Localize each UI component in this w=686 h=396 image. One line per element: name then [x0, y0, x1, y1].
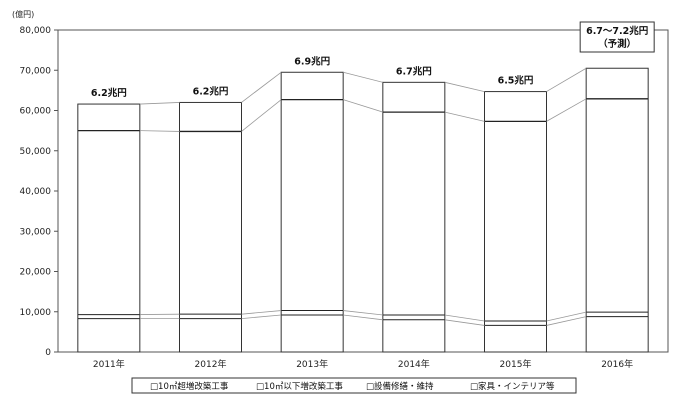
- connector-line: [343, 99, 383, 113]
- x-tick-label: 2011年: [93, 358, 125, 370]
- connector-line: [546, 98, 587, 122]
- x-tick-label: 2014年: [398, 358, 430, 370]
- y-unit-label: (億円): [12, 9, 34, 19]
- connector-line: [444, 314, 485, 322]
- data-labels: 6.2兆円 6.2兆円 6.9兆円 6.7兆円 6.5兆円: [91, 55, 534, 99]
- legend-item-label: □10㎡超増改築工事: [150, 381, 229, 392]
- connector-line: [241, 314, 282, 319]
- bar-outline: [280, 71, 344, 353]
- y-tick-label: 80,000: [20, 26, 52, 36]
- x-tick-label: 2016年: [601, 358, 633, 370]
- bar-outline: [179, 101, 242, 353]
- forecast-annotation: 6.7～7.2兆円 （予測）: [579, 21, 655, 53]
- x-tick-label: 2013年: [296, 358, 328, 370]
- connector-line: [444, 319, 485, 326]
- connector-lines: [139, 67, 587, 326]
- connector-line: [444, 81, 485, 92]
- connector-line: [343, 71, 383, 83]
- x-tick-label: 2012年: [195, 358, 227, 370]
- connector-line: [444, 111, 485, 122]
- x-tick-label: 2015年: [500, 358, 532, 370]
- y-tick-label: 30,000: [20, 227, 52, 237]
- connector-line: [546, 316, 587, 326]
- connector-line: [241, 71, 282, 103]
- connector-line: [139, 130, 180, 132]
- connector-line: [546, 67, 587, 92]
- connector-line: [241, 310, 282, 315]
- connector-line: [546, 311, 587, 322]
- bar-outline: [382, 81, 446, 353]
- y-tick-label: 10,000: [20, 308, 52, 318]
- forecast-annotation-line1: 6.7～7.2兆円: [586, 25, 648, 37]
- y-tick-label: 60,000: [20, 107, 52, 117]
- y-tick-label: 70,000: [20, 66, 52, 76]
- bars: [77, 67, 649, 353]
- bar-outline: [484, 91, 547, 353]
- bar-outline: [585, 67, 649, 353]
- legend: □10㎡超増改築工事 □10㎡以下増改築工事 □設備修繕・維持 □家具・インテリア等: [131, 377, 577, 394]
- bar-outline: [77, 103, 141, 353]
- bar-total-label: 6.2兆円: [193, 85, 229, 97]
- forecast-annotation-box: [579, 21, 655, 53]
- axes: 0 10,000 20,000 30,000 40,000 50,000 60,000 70,…: [20, 26, 669, 370]
- y-tick-label: 0: [45, 348, 51, 358]
- bar-total-label: 6.7兆円: [396, 65, 432, 77]
- legend-item-label: □家具・インテリア等: [470, 381, 555, 392]
- y-tick-label: 50,000: [20, 147, 52, 157]
- connector-line: [139, 102, 180, 105]
- legend-item-label: □設備修繕・維持: [366, 381, 434, 392]
- connector-line: [343, 314, 383, 321]
- bar-total-label: 6.9兆円: [294, 55, 330, 67]
- bar-total-label: 6.2兆円: [91, 87, 127, 99]
- connector-line: [343, 310, 383, 316]
- forecast-annotation-line2: （予測）: [598, 38, 636, 50]
- y-tick-label: 40,000: [20, 187, 52, 197]
- legend-item-label: □10㎡以下増改築工事: [256, 381, 343, 392]
- connector-line: [241, 99, 282, 132]
- y-tick-label: 20,000: [20, 268, 52, 278]
- legend-box: [131, 377, 577, 394]
- bar-total-label: 6.5兆円: [498, 75, 534, 87]
